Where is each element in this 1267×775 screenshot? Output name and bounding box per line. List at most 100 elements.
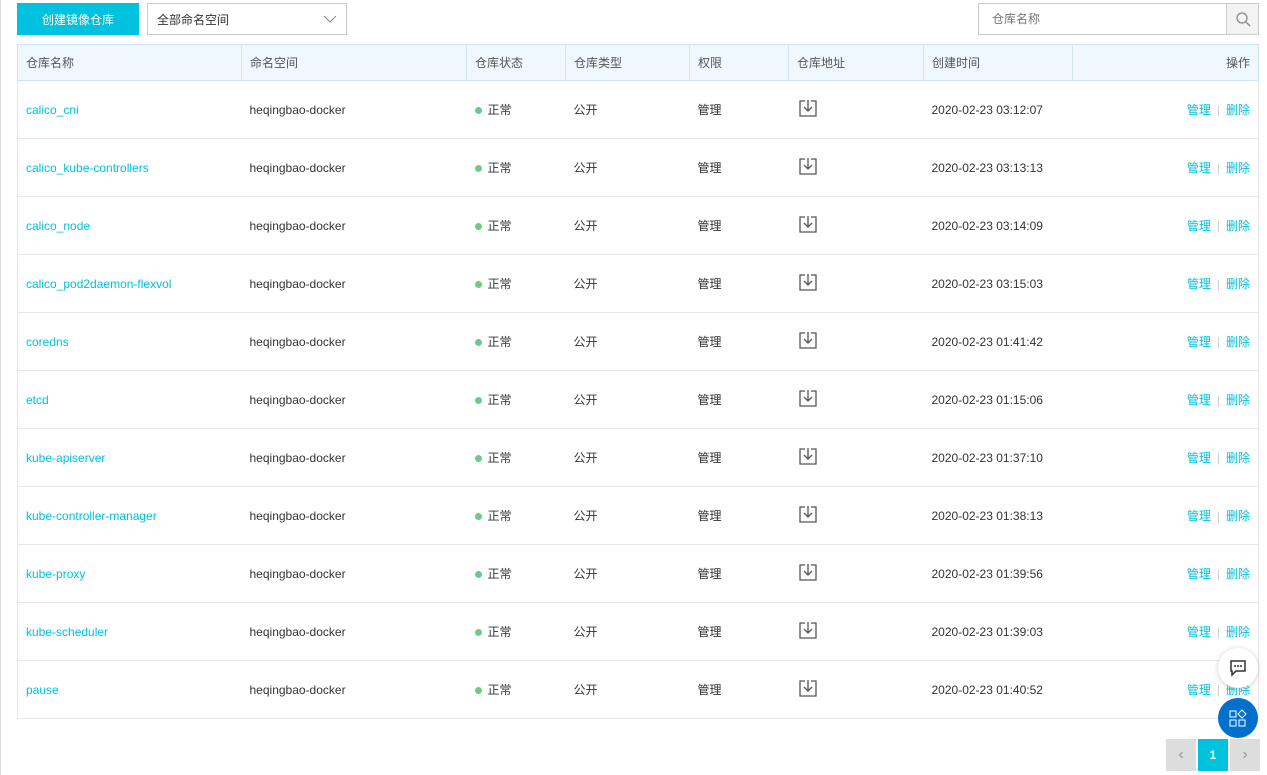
namespace-cell: heqingbao-docker <box>241 254 467 313</box>
status-cell: 正常 <box>466 486 566 545</box>
repo-name-link[interactable]: calico_cni <box>26 102 79 117</box>
divider: | <box>1216 509 1220 523</box>
page-button[interactable]: 1 <box>1198 739 1228 771</box>
next-page-button[interactable]: › <box>1230 739 1260 771</box>
apps-button[interactable] <box>1218 698 1258 738</box>
created-time-cell: 2020-02-23 01:39:03 <box>923 602 1073 661</box>
col-header: 仓库类型 <box>565 44 690 81</box>
repo-name-link[interactable]: calico_node <box>26 218 91 233</box>
manage-link[interactable]: 管理 <box>1186 451 1211 465</box>
manage-link[interactable]: 管理 <box>1186 393 1211 407</box>
repo-name-link[interactable]: kube-scheduler <box>26 624 109 639</box>
manage-link[interactable]: 管理 <box>1186 567 1211 581</box>
status-dot-icon <box>474 339 482 346</box>
create-repo-button[interactable]: 创建镜像仓库 <box>17 3 139 35</box>
repo-name-link[interactable]: calico_kube-controllers <box>26 160 149 175</box>
manage-link[interactable]: 管理 <box>1186 277 1211 291</box>
delete-link[interactable]: 删除 <box>1225 451 1250 465</box>
prev-page-button[interactable]: ‹ <box>1166 739 1196 771</box>
download-icon[interactable] <box>798 215 817 233</box>
status-dot-icon <box>474 107 482 114</box>
repo-name-link[interactable]: kube-apiserver <box>26 450 106 465</box>
status-dot-icon <box>474 455 482 462</box>
status-cell: 正常 <box>466 370 566 429</box>
created-time-cell: 2020-02-23 01:38:13 <box>923 486 1073 545</box>
download-icon[interactable] <box>798 99 817 117</box>
repo-name-link[interactable]: kube-proxy <box>26 566 86 581</box>
feedback-button[interactable] <box>1218 648 1258 688</box>
status-cell: 正常 <box>466 80 566 139</box>
download-icon[interactable] <box>798 621 817 639</box>
download-icon[interactable] <box>798 505 817 523</box>
divider: | <box>1216 335 1220 349</box>
divider: | <box>1216 567 1220 581</box>
status-cell: 正常 <box>466 660 566 719</box>
status-text: 正常 <box>487 393 512 407</box>
delete-link[interactable]: 删除 <box>1225 103 1250 117</box>
type-cell: 公开 <box>565 370 690 429</box>
col-header: 权限 <box>689 44 789 81</box>
search-input[interactable] <box>979 4 1226 34</box>
repo-name-link[interactable]: coredns <box>26 334 69 349</box>
namespace-cell: heqingbao-docker <box>241 544 467 603</box>
status-dot-icon <box>474 223 482 230</box>
type-cell: 公开 <box>565 312 690 371</box>
download-icon[interactable] <box>798 331 817 349</box>
namespace-select-value: 全部命名空间 <box>157 12 230 27</box>
created-time-cell: 2020-02-23 01:40:52 <box>923 660 1073 719</box>
search-box <box>978 3 1259 35</box>
col-header: 创建时间 <box>923 44 1073 81</box>
namespace-cell: heqingbao-docker <box>241 312 467 371</box>
permission-cell: 管理 <box>689 428 789 487</box>
type-cell: 公开 <box>565 80 690 139</box>
table-row: calico_cni heqingbao-docker 正常 公开 管理 202… <box>17 80 1259 139</box>
repo-name-link[interactable]: pause <box>26 682 59 697</box>
search-button[interactable] <box>1226 4 1258 34</box>
namespace-cell: heqingbao-docker <box>241 428 467 487</box>
download-icon[interactable] <box>798 273 817 291</box>
created-time-cell: 2020-02-23 03:13:13 <box>923 138 1073 197</box>
table-row: kube-scheduler heqingbao-docker 正常 公开 管理… <box>17 602 1259 661</box>
download-icon[interactable] <box>798 679 817 697</box>
manage-link[interactable]: 管理 <box>1186 161 1211 175</box>
delete-link[interactable]: 删除 <box>1225 335 1250 349</box>
delete-link[interactable]: 删除 <box>1225 219 1250 233</box>
delete-link[interactable]: 删除 <box>1225 393 1250 407</box>
pagination: ‹ 1 › <box>1166 739 1260 771</box>
status-text: 正常 <box>487 683 512 697</box>
namespace-select[interactable]: 全部命名空间 <box>147 3 347 35</box>
permission-cell: 管理 <box>689 544 789 603</box>
divider: | <box>1216 103 1220 117</box>
created-time-cell: 2020-02-23 03:12:07 <box>923 80 1073 139</box>
manage-link[interactable]: 管理 <box>1186 219 1211 233</box>
repo-name-link[interactable]: calico_pod2daemon-flexvol <box>26 276 172 291</box>
apps-icon <box>1229 709 1247 727</box>
table-row: kube-controller-manager heqingbao-docker… <box>17 486 1259 545</box>
download-icon[interactable] <box>798 447 817 465</box>
delete-link[interactable]: 删除 <box>1225 161 1250 175</box>
repo-name-link[interactable]: etcd <box>26 392 49 407</box>
manage-link[interactable]: 管理 <box>1186 625 1211 639</box>
namespace-cell: heqingbao-docker <box>241 138 467 197</box>
download-icon[interactable] <box>798 157 817 175</box>
manage-link[interactable]: 管理 <box>1186 335 1211 349</box>
created-time-cell: 2020-02-23 01:41:42 <box>923 312 1073 371</box>
status-dot-icon <box>474 629 482 636</box>
status-cell: 正常 <box>466 428 566 487</box>
created-time-cell: 2020-02-23 01:37:10 <box>923 428 1073 487</box>
repo-name-link[interactable]: kube-controller-manager <box>26 508 157 523</box>
col-header: 操作 <box>1072 44 1259 81</box>
download-icon[interactable] <box>798 389 817 407</box>
download-icon[interactable] <box>798 563 817 581</box>
delete-link[interactable]: 删除 <box>1225 625 1250 639</box>
status-text: 正常 <box>487 103 512 117</box>
delete-link[interactable]: 删除 <box>1225 509 1250 523</box>
manage-link[interactable]: 管理 <box>1186 103 1211 117</box>
type-cell: 公开 <box>565 486 690 545</box>
permission-cell: 管理 <box>689 370 789 429</box>
delete-link[interactable]: 删除 <box>1225 567 1250 581</box>
status-dot-icon <box>474 687 482 694</box>
manage-link[interactable]: 管理 <box>1186 683 1211 697</box>
manage-link[interactable]: 管理 <box>1186 509 1211 523</box>
delete-link[interactable]: 删除 <box>1225 277 1250 291</box>
